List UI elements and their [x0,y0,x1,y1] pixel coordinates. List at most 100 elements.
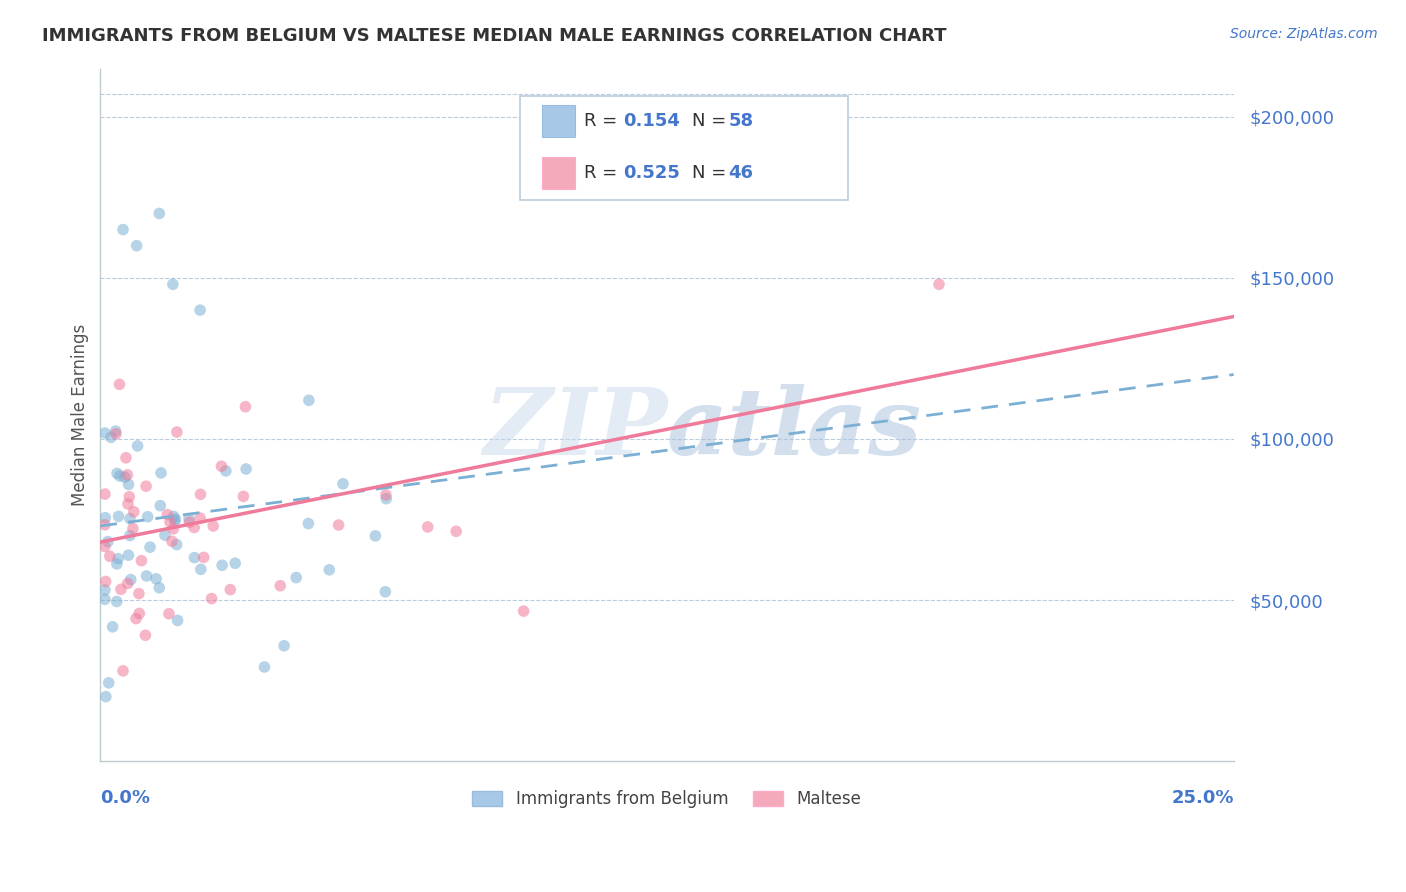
Point [166,538,188,552]
Point [148,206,170,220]
Text: 0.525: 0.525 [623,164,679,182]
Point [202,519,225,533]
Point [148,581,170,595]
Text: Source: ZipAtlas.com: Source: ZipAtlas.com [1230,27,1378,41]
Point [135,479,157,493]
Point [122,505,145,519]
Point [269,579,291,593]
Point [145,572,167,586]
Text: IMMIGRANTS FROM BELGIUM VS MALTESE MEDIAN MALE EARNINGS CORRELATION CHART: IMMIGRANTS FROM BELGIUM VS MALTESE MEDIA… [42,27,946,45]
Point [183,550,205,565]
Point [183,520,205,534]
Point [97,676,120,690]
Point [188,303,211,318]
Point [117,477,139,491]
Point [111,222,134,236]
Point [94,574,117,589]
Point [375,491,398,506]
Point [219,582,242,597]
Text: N =: N = [692,164,733,182]
Point [118,490,141,504]
Point [107,551,129,566]
Point [94,540,117,554]
Point [94,510,117,524]
Point [97,534,120,549]
Point [105,557,128,571]
FancyBboxPatch shape [543,157,575,189]
Point [166,425,188,439]
Point [328,518,350,533]
Point [117,467,139,482]
Point [215,464,238,478]
Point [108,377,131,392]
Point [162,522,184,536]
Point [104,424,127,438]
Point [110,582,132,597]
Point [211,558,233,573]
Text: atlas: atlas [666,384,922,474]
Point [115,450,138,465]
Point [122,522,145,536]
Y-axis label: Median Male Earnings: Median Male Earnings [72,324,89,506]
Point [188,511,211,525]
Point [108,469,131,483]
Point [125,238,148,252]
Point [136,509,159,524]
Point [209,459,232,474]
Text: ZIP: ZIP [482,384,666,474]
Point [285,571,308,585]
Point [200,591,222,606]
Point [105,467,128,481]
Point [332,476,354,491]
Point [107,509,129,524]
Point [253,660,276,674]
Point [128,586,150,600]
Point [162,509,184,524]
Point [117,497,139,511]
Point [190,487,212,501]
Point [127,439,149,453]
Point [139,540,162,554]
Point [125,611,148,625]
Point [928,277,950,292]
Point [179,515,201,529]
Point [98,549,121,564]
Text: R =: R = [585,112,623,130]
FancyBboxPatch shape [543,105,575,137]
Point [156,508,179,522]
Point [166,614,188,628]
Point [162,277,184,292]
Point [318,563,340,577]
Point [128,607,150,621]
Point [117,548,139,562]
Point [232,490,254,504]
Point [224,556,246,570]
Point [104,426,127,441]
Point [235,400,257,414]
Point [444,524,467,539]
Point [101,620,124,634]
Text: 46: 46 [728,164,754,182]
Text: 58: 58 [728,112,754,130]
Point [163,514,186,528]
Point [150,466,173,480]
Point [374,488,396,502]
Point [364,529,387,543]
Point [118,511,141,525]
Text: R =: R = [585,164,623,182]
Point [94,517,117,532]
Point [120,573,142,587]
Point [149,499,172,513]
Point [298,393,321,408]
Text: N =: N = [692,112,733,130]
Point [374,584,396,599]
Point [160,534,183,549]
Point [273,639,295,653]
Point [512,604,534,618]
Text: 0.154: 0.154 [623,112,679,130]
Point [100,430,122,444]
Point [105,594,128,608]
Point [135,569,157,583]
Point [165,512,187,526]
Point [94,592,117,607]
